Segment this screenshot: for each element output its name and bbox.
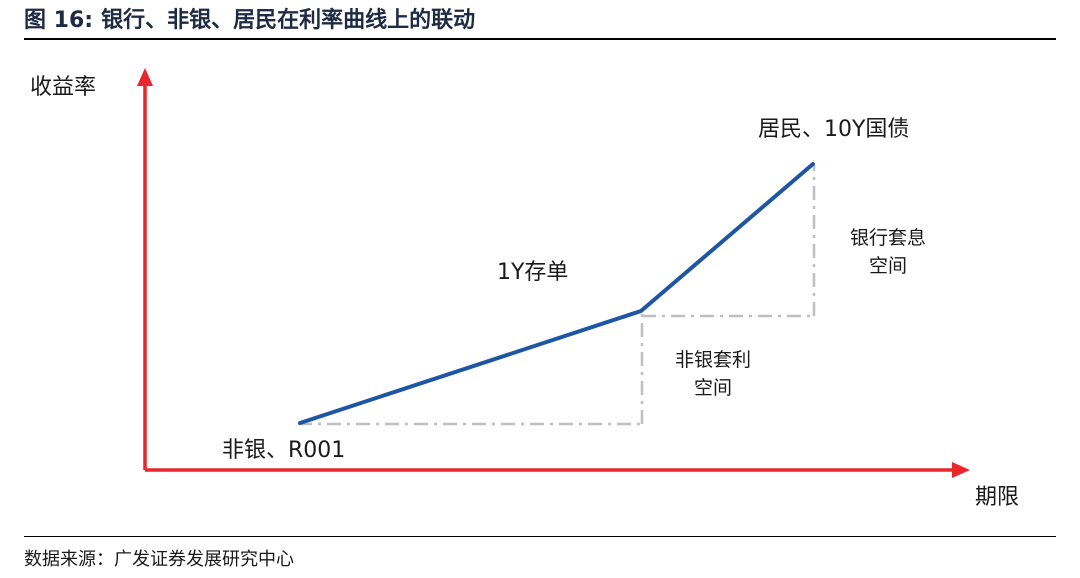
x-axis-label: 期限 — [975, 485, 1019, 510]
bank-gap-label-line2: 空间 — [869, 255, 907, 277]
top-rule — [24, 38, 1056, 40]
figure-title: 图 16: 银行、非银、居民在利率曲线上的联动 — [24, 6, 475, 36]
y-axis-label: 收益率 — [30, 75, 96, 100]
y-axis-arrowhead — [137, 68, 153, 86]
figure-title-text: 银行、非银、居民在利率曲线上的联动 — [101, 8, 476, 33]
bank-gap-label-line1: 银行套息 — [850, 227, 926, 249]
middle-point-label: 1Y存单 — [497, 260, 568, 285]
x-axis-arrowhead — [952, 462, 970, 478]
figure-number: 图 16: — [24, 8, 94, 33]
nonbank-gap-label-line2: 空间 — [694, 377, 732, 399]
source-note: 数据来源：广发证券发展研究中心 — [24, 549, 294, 570]
bottom-rule — [24, 536, 1056, 537]
yield-curve-line — [298, 162, 815, 425]
nonbank-gap-label-line1: 非银套利 — [675, 349, 751, 371]
start-point-label: 非银、R001 — [222, 438, 345, 463]
end-point-label: 居民、10Y国债 — [758, 117, 909, 142]
